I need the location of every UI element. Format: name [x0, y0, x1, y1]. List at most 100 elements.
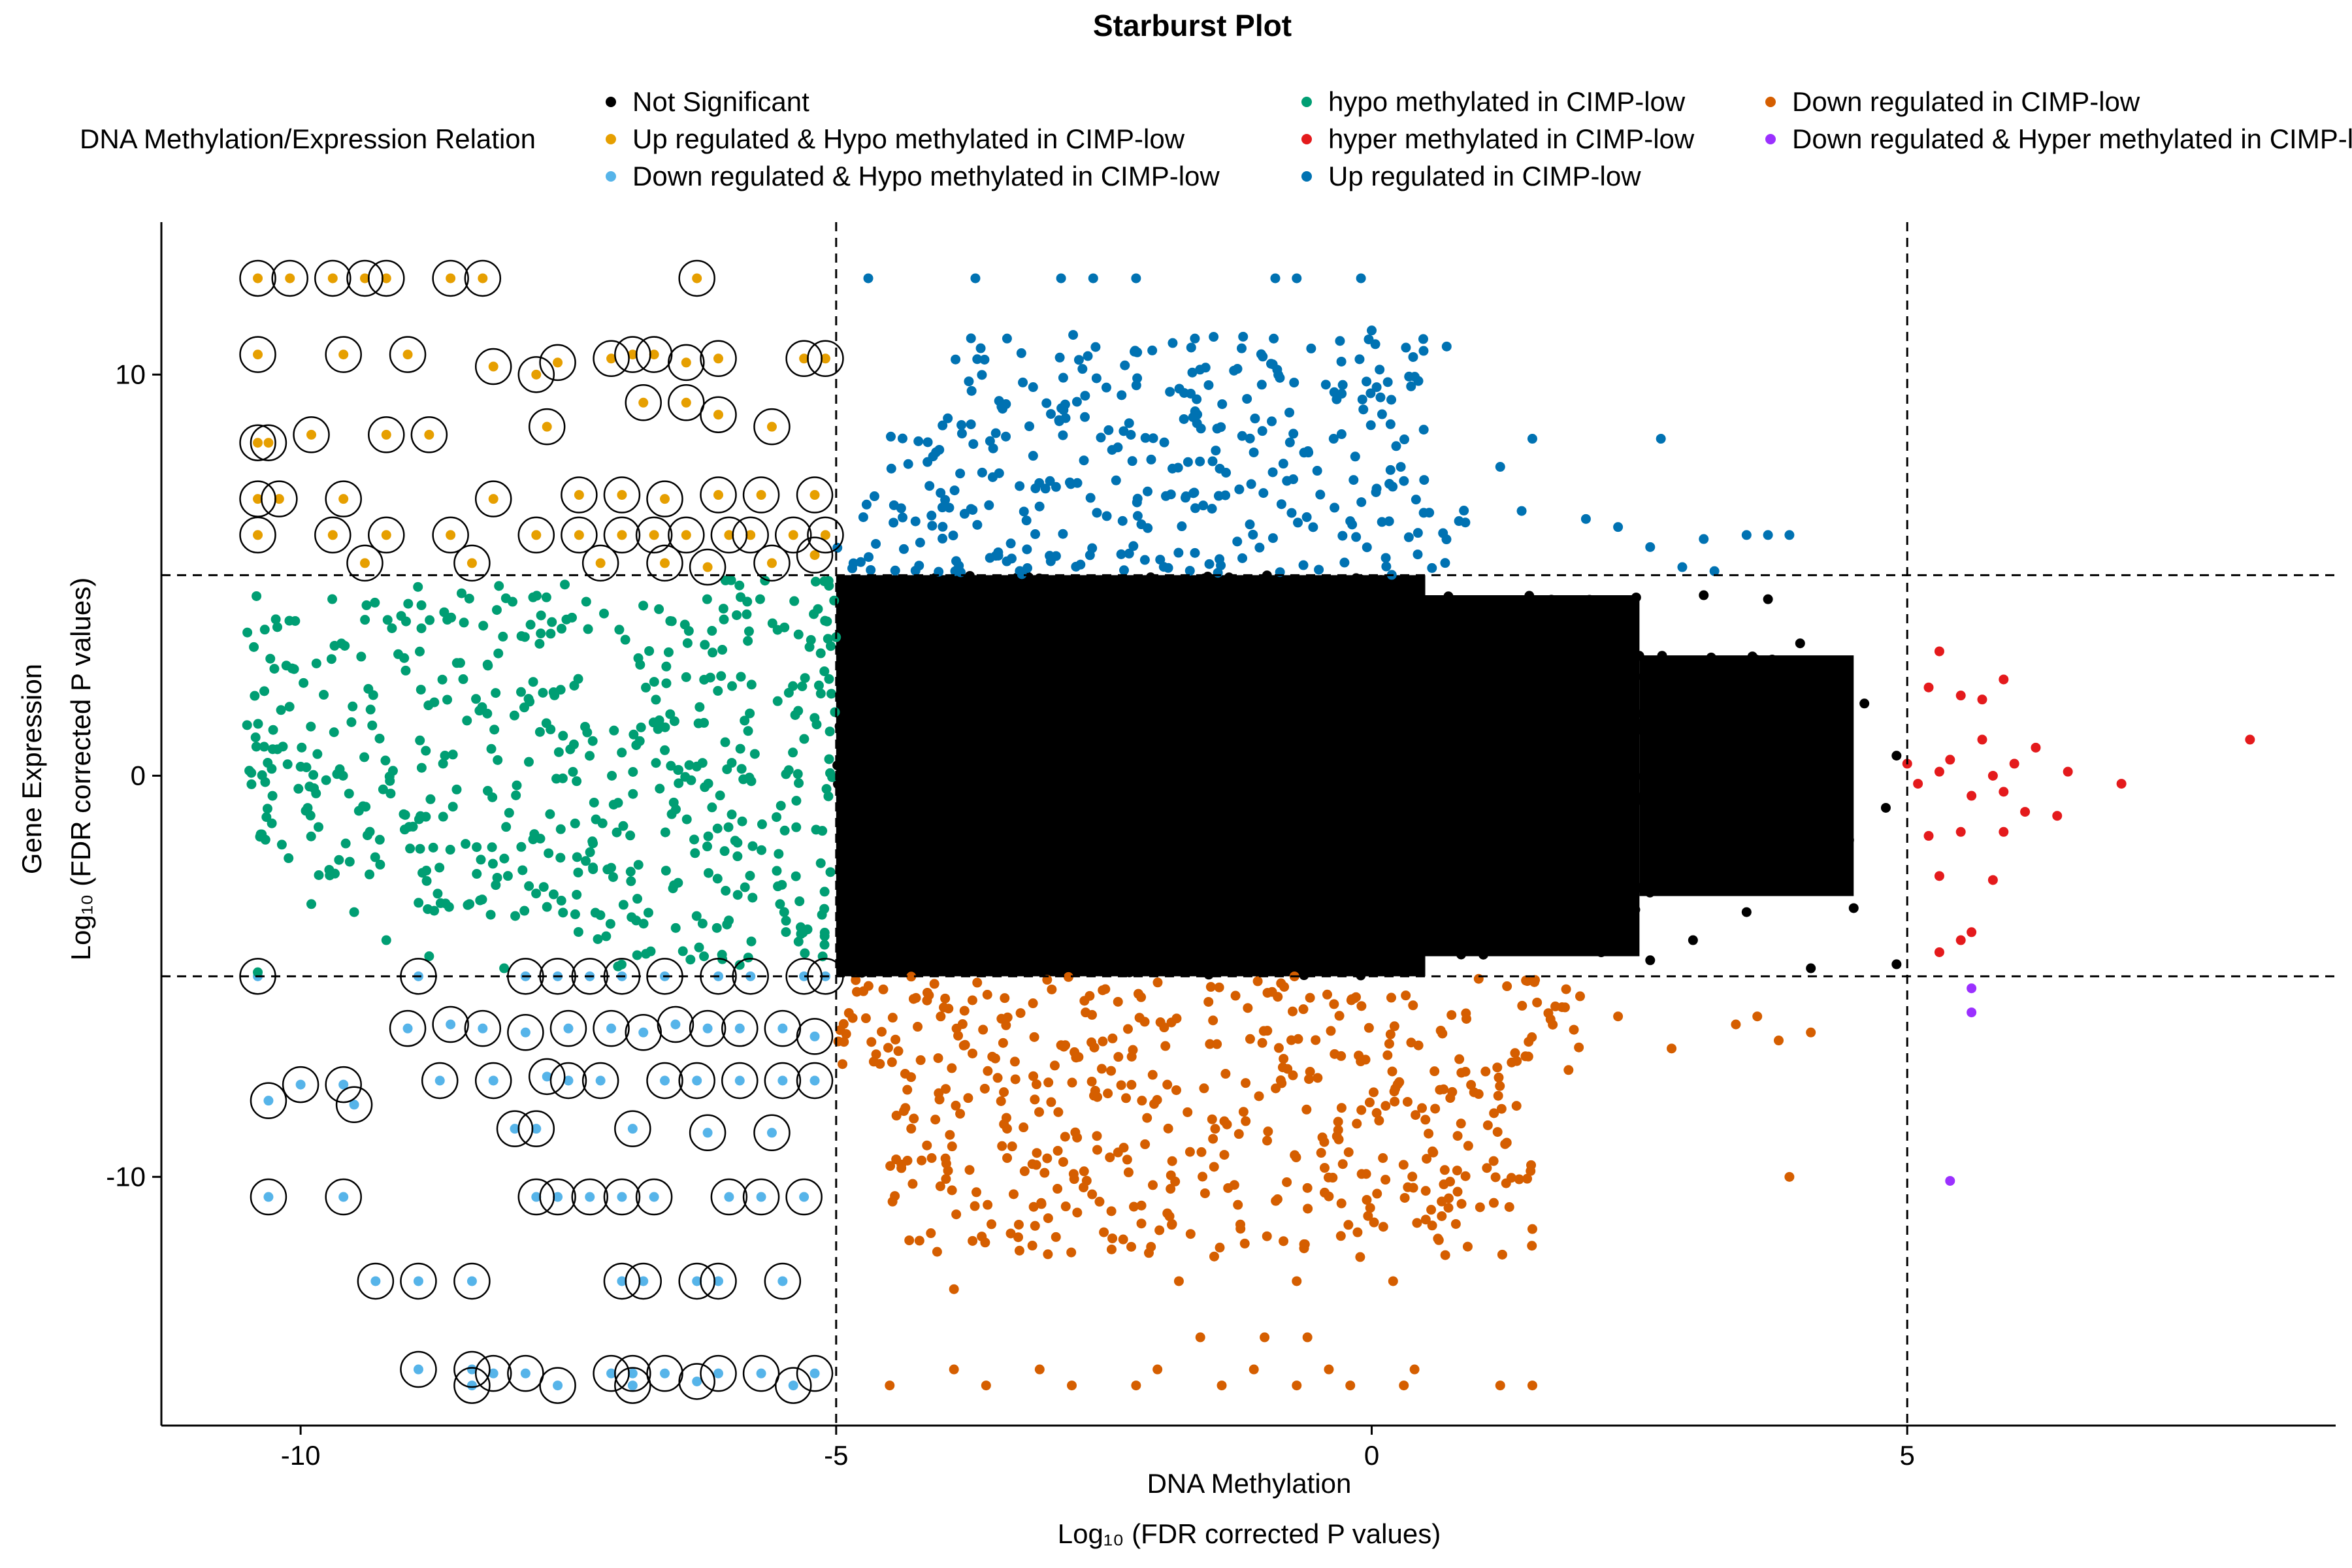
highlight-circle	[689, 1009, 727, 1047]
series-6-region-point	[1028, 998, 1038, 1009]
series-5-region-point	[975, 343, 986, 353]
series-0-region-point	[867, 829, 877, 840]
series-4-point-5	[1945, 755, 1955, 765]
series-3-region-point	[815, 689, 826, 699]
series-3-region-point	[492, 872, 502, 883]
series-0-region-point	[1587, 868, 1597, 878]
highlight-circle	[346, 259, 384, 297]
series-5-region-point	[968, 439, 979, 449]
series-5-point-16	[1645, 542, 1656, 552]
series-0-region-point	[1092, 830, 1103, 841]
series-0-region-point	[1735, 705, 1746, 715]
series-0-region-point	[1443, 774, 1454, 784]
series-0-region-point	[1786, 718, 1796, 728]
series-0-region-point	[1135, 666, 1145, 676]
series-5-region-point	[1386, 395, 1397, 405]
series-0-region-point	[1509, 749, 1519, 759]
series-0-region-point	[893, 836, 904, 847]
series-5-region-point	[1381, 561, 1392, 572]
series-0-region-point	[1699, 765, 1709, 776]
series-5-region-point	[1168, 338, 1178, 348]
series-0-region-point	[1175, 925, 1185, 936]
series-0-region-point	[1065, 856, 1075, 866]
series-5-region-point	[1117, 390, 1127, 400]
series-0-region-point	[1167, 616, 1177, 627]
series-1-point-41	[253, 530, 263, 540]
series-2-point-49	[724, 1192, 734, 1202]
series-0-region-point	[1457, 808, 1467, 818]
y-tick-label: 10	[115, 359, 146, 389]
series-4-point-1	[1913, 779, 1923, 789]
series-6-region-point	[1493, 1090, 1503, 1101]
series-0-region-point	[934, 619, 944, 630]
series-6-region-point	[1013, 1219, 1024, 1230]
series-0-region-point	[1458, 692, 1469, 702]
series-6-point-4	[1217, 1380, 1227, 1391]
series-5-point-7	[1356, 273, 1366, 284]
series-6-region-point	[930, 1115, 941, 1125]
series-0-region-point	[1021, 588, 1032, 598]
series-2-point-56	[638, 1276, 649, 1286]
series-0-region-point	[1314, 639, 1324, 649]
series-0-region-point	[1077, 949, 1088, 959]
series-6-region-point	[1424, 1128, 1434, 1139]
series-0-region-point	[1487, 678, 1497, 689]
series-6-point-10	[949, 1364, 959, 1375]
series-2-point-69	[809, 1368, 820, 1379]
series-3-region-point	[487, 858, 498, 869]
y-tick-label: 0	[131, 760, 146, 791]
series-2-point-33	[692, 1075, 702, 1086]
series-0-region-point	[1739, 864, 1750, 875]
series-5-region-point	[1427, 563, 1437, 573]
series-3-region-point	[609, 725, 619, 736]
series-5-region-point	[956, 420, 967, 431]
series-5-region-point	[1124, 418, 1134, 429]
series-5-region-point	[1306, 343, 1316, 353]
series-2-point-12	[446, 1019, 456, 1030]
series-0	[832, 570, 1902, 981]
series-0-region-point	[1639, 721, 1649, 731]
series-0-region-point	[899, 789, 909, 799]
highlight-circle	[614, 1367, 651, 1404]
series-0-region-point	[1226, 930, 1236, 941]
series-0-region-point	[1024, 778, 1035, 789]
series-3-region-point	[442, 694, 453, 705]
series-1-point-43	[381, 530, 391, 540]
series-3-region-point	[549, 690, 560, 700]
series-3-region-point	[367, 720, 378, 730]
series-3-region-point	[747, 841, 758, 851]
highlight-circle	[614, 336, 651, 373]
series-6-region-point	[887, 1057, 897, 1068]
series-3-region-point	[715, 791, 725, 801]
series-6-region-point	[1420, 1215, 1431, 1225]
series-3-region-point	[380, 755, 391, 766]
series-3-region-point	[416, 600, 427, 610]
series-6-region-point	[1456, 1199, 1467, 1209]
series-0-region-point	[1667, 840, 1677, 850]
series-0-region-point	[1168, 887, 1178, 897]
series-3-region-point	[246, 779, 257, 789]
series-5-region-point	[1116, 549, 1126, 559]
series-0-region-point	[1554, 937, 1565, 947]
series-0-region-point	[896, 890, 907, 900]
series-0-region-point	[1327, 642, 1337, 653]
series-0-region-point	[1126, 843, 1136, 854]
series-3-region-point	[439, 607, 449, 617]
series-0-region-point	[953, 806, 963, 816]
series-0-region-point	[975, 708, 986, 719]
series-0-region-point	[1711, 677, 1722, 687]
series-0-region-point	[868, 661, 878, 671]
series-0-region-point	[1058, 613, 1068, 624]
series-0-region-point	[1207, 762, 1217, 773]
series-4-point-11	[2020, 807, 2031, 817]
series-6-region-point	[1092, 1145, 1102, 1155]
series-5-region-point	[1401, 342, 1411, 353]
highlight-circle	[646, 544, 683, 582]
series-3-region-point	[743, 626, 754, 636]
series-5-region-point	[1155, 555, 1166, 565]
series-0-region-point	[936, 641, 947, 651]
series-5-region-point	[1308, 522, 1318, 532]
series-6-region-point	[1106, 1206, 1117, 1217]
legend-label: Up regulated in CIMP-low	[1328, 161, 1641, 191]
series-6-region-point	[1058, 1156, 1068, 1167]
